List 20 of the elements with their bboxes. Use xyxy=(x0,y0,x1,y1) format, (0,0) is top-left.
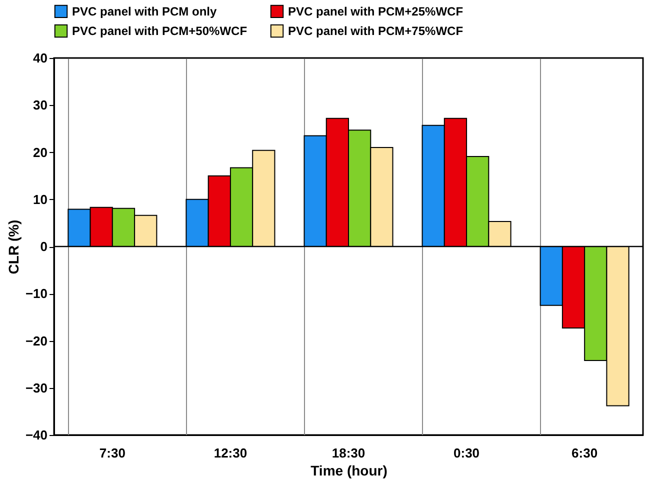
y-tick-label: −20 xyxy=(25,333,48,348)
x-tick-label: 7:30 xyxy=(99,446,126,460)
y-axis-title: CLR (%) xyxy=(5,220,22,274)
legend-label: PVC panel with PCM+75%WCF xyxy=(288,24,464,38)
y-tick-label: −30 xyxy=(25,380,48,396)
x-axis-title: Time (hour) xyxy=(310,462,388,478)
legend-label: PVC panel with PCM+25%WCF xyxy=(288,4,464,18)
x-tick-label: 18:30 xyxy=(332,446,366,460)
y-tick-label: 30 xyxy=(33,98,48,113)
y-tick-label: 20 xyxy=(33,144,48,160)
y-tick-label: 40 xyxy=(33,50,48,66)
legend-label: PVC panel with PCM+50%WCF xyxy=(72,24,248,38)
y-tick-label: −10 xyxy=(25,286,48,302)
x-tick-label: 12:30 xyxy=(214,446,248,460)
y-tick-label: 0 xyxy=(40,239,48,254)
x-tick-label: 6:30 xyxy=(572,446,598,460)
legend-label: PVC panel with PCM only xyxy=(72,4,218,18)
y-tick-label: −40 xyxy=(25,428,48,442)
y-tick-label: 10 xyxy=(33,192,48,207)
x-tick-label: 0:30 xyxy=(454,446,480,460)
